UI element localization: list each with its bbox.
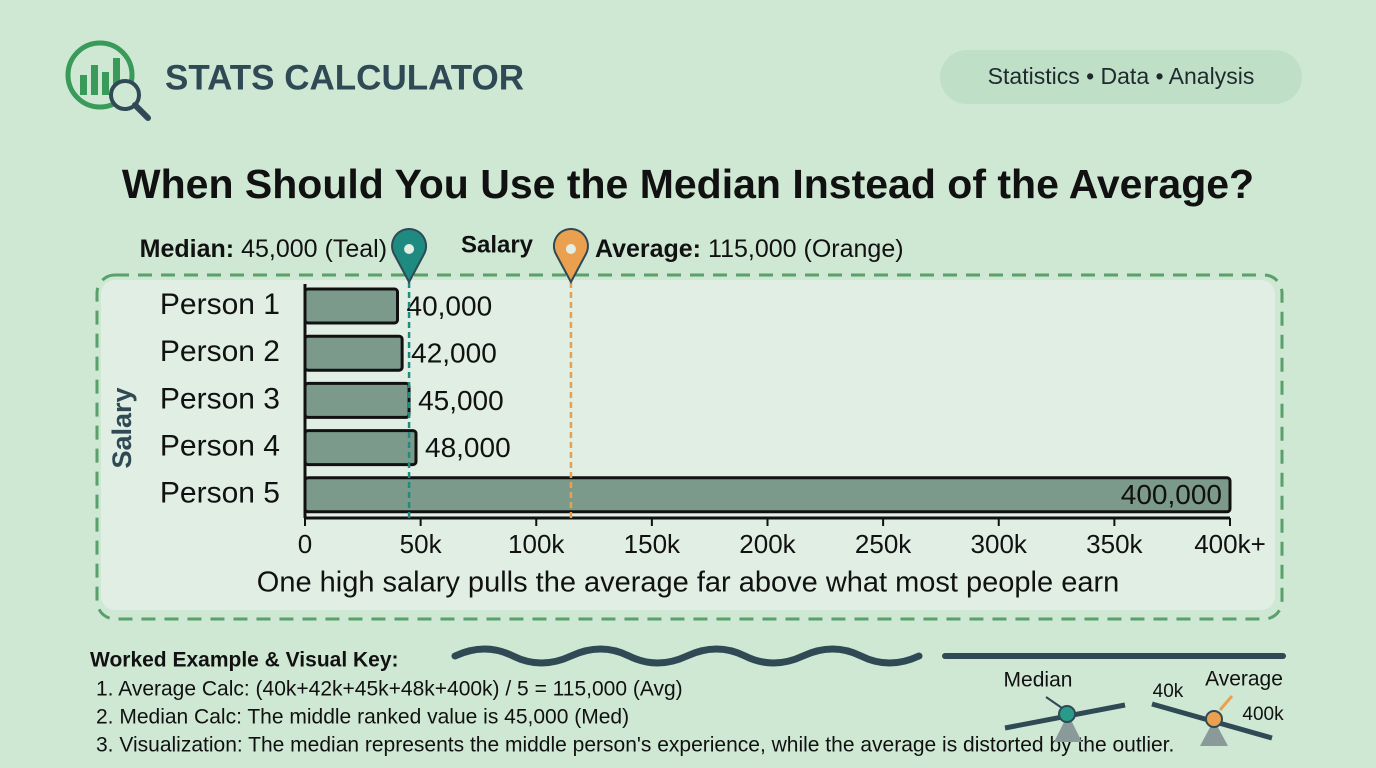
footer-item: 3. Visualization: The median represents …	[96, 734, 1174, 757]
value-label: 42,000	[411, 338, 497, 369]
x-tick-label: 350k	[1086, 529, 1143, 559]
footer-item: 1. Average Calc: (40k+42k+45k+48k+400k) …	[96, 678, 683, 701]
bar	[303, 476, 1232, 514]
plot: 0 50k 100k 150k 200k 250k 300k 350k 400k+ Person …	[140, 228, 1266, 559]
x-tick-label: 0	[298, 529, 312, 559]
logo	[65, 40, 151, 121]
category-label: Person 4	[160, 430, 280, 463]
bar	[303, 429, 418, 467]
key-median: Median	[1004, 669, 1073, 692]
reference-value: 115,000	[708, 235, 797, 263]
pin	[553, 228, 589, 285]
footer-item: 2. Median Calc: The middle ranked value …	[96, 706, 629, 729]
brand: STATS CALCULATOR	[165, 58, 524, 97]
chart-title: When Should You Use the Median Instead o…	[122, 161, 1254, 207]
pin	[391, 228, 427, 285]
tags: Statistics • Data • Analysis	[988, 63, 1255, 89]
key-high: 400k	[1242, 704, 1284, 725]
reference-label: Median: 45,000 (Teal)	[140, 235, 387, 263]
x-tick-label: 400k+	[1194, 529, 1266, 559]
y-axis-label: Salary	[107, 387, 137, 468]
caption: One high salary pulls the average far ab…	[257, 567, 1119, 599]
value-label: 40,000	[407, 290, 493, 321]
reference-value: 45,000	[241, 235, 317, 263]
x-tick-label: 300k	[971, 529, 1028, 559]
x-tick-label: 150k	[624, 529, 681, 559]
x-tick-label: 250k	[855, 529, 912, 559]
reference-note: (Orange)	[804, 235, 904, 263]
key-average: Average	[1205, 668, 1283, 691]
category-label: Person 3	[160, 382, 280, 415]
bar	[303, 334, 404, 372]
reference-label: Average: 115,000 (Orange)	[595, 235, 904, 263]
x-tick-label: 50k	[400, 529, 443, 559]
x-tick-label: 200k	[739, 529, 796, 559]
reference-note: (Teal)	[325, 235, 388, 263]
footer-heading: Worked Example & Visual Key:	[90, 649, 399, 672]
x-axis-label: Salary	[461, 231, 534, 258]
value-label: 400,000	[1121, 479, 1222, 510]
seesaw-icons	[1004, 695, 1273, 746]
bar	[303, 287, 399, 325]
category-label: Person 1	[160, 288, 280, 321]
key-low: 40k	[1153, 681, 1184, 702]
bar	[303, 381, 411, 419]
decor-wave	[451, 645, 923, 667]
value-label: 45,000	[418, 385, 504, 416]
value-label: 48,000	[425, 432, 511, 463]
pin-dot	[404, 244, 415, 254]
reference-name: Average:	[595, 235, 701, 263]
category-label: Person 5	[160, 477, 280, 510]
reference-name: Median:	[140, 235, 234, 263]
tag-pill	[940, 50, 1302, 104]
category-label: Person 2	[160, 335, 280, 368]
x-tick-label: 100k	[508, 529, 565, 559]
pin-dot	[565, 244, 576, 254]
